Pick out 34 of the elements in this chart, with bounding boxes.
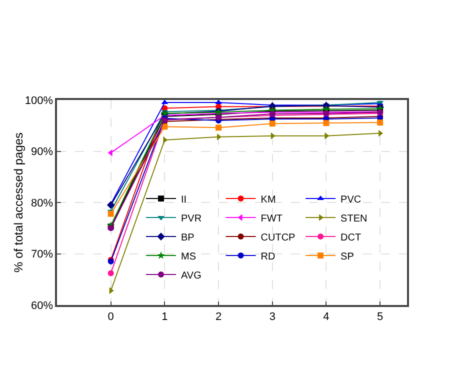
legend-label: AVG xyxy=(181,270,202,282)
point xyxy=(108,210,114,217)
legend-label: SP xyxy=(340,251,354,262)
legend-label: II xyxy=(181,194,187,206)
y-tick-label: 60% xyxy=(31,300,54,312)
point xyxy=(163,136,168,144)
x-tick-label: 2 xyxy=(215,310,222,323)
x-tick-label: 4 xyxy=(323,310,330,323)
point xyxy=(106,201,115,209)
legend-label: KM xyxy=(260,194,276,206)
point xyxy=(108,270,114,276)
legend-label: BP xyxy=(181,232,195,244)
legend-label: FWT xyxy=(260,213,282,224)
y-tick-label: 80% xyxy=(31,197,54,210)
legend-label: DCT xyxy=(340,232,362,244)
x-tick-label: 5 xyxy=(377,310,384,323)
legend-label: CUTCP xyxy=(260,232,296,244)
point xyxy=(377,120,384,126)
x-tick-label: 1 xyxy=(162,310,168,323)
legend-label: PVR xyxy=(181,213,202,224)
legend-label: MS xyxy=(181,251,196,262)
point xyxy=(269,120,276,127)
legend-label: STEN xyxy=(340,213,368,224)
y-tick-label: 70% xyxy=(31,248,54,261)
point xyxy=(323,120,330,126)
point xyxy=(162,124,168,130)
x-tick-label: 0 xyxy=(108,310,114,323)
legend-label: RD xyxy=(260,251,276,262)
x-tick-label: 3 xyxy=(269,310,276,323)
y-tick-label: 100% xyxy=(24,94,54,107)
legend-label: PVC xyxy=(340,194,362,206)
point xyxy=(216,124,222,131)
y-tick-label: 90% xyxy=(31,146,54,158)
y-axis-title: % of total accessed pages xyxy=(12,132,26,273)
